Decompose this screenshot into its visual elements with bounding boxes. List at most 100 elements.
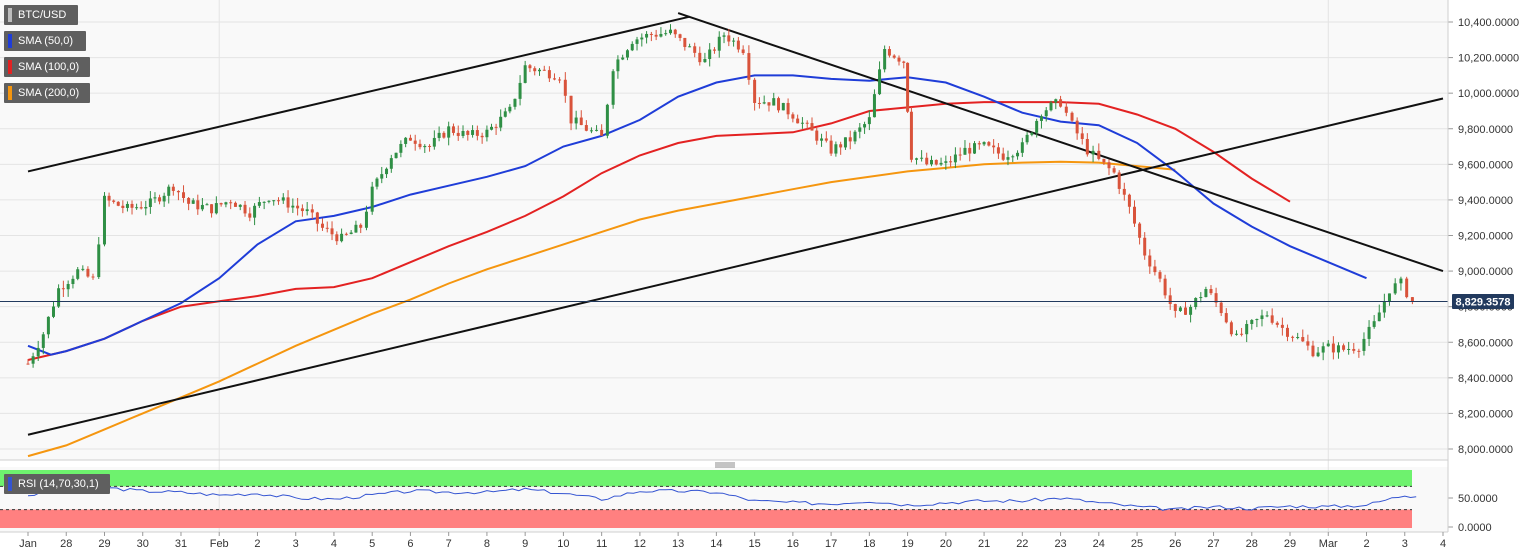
candle-body: [929, 159, 933, 165]
trend-lines: [27, 12, 1444, 436]
candle-body: [987, 142, 991, 146]
candle-body: [1326, 343, 1330, 347]
candle-body: [276, 200, 280, 202]
candle-body: [1039, 116, 1043, 121]
x-tick-label: 7: [446, 538, 452, 550]
candle-body: [1270, 315, 1274, 323]
legend-swatch-rsi: [8, 477, 12, 491]
candle-body: [1240, 333, 1244, 335]
candle-body: [777, 98, 781, 111]
candle-body: [291, 205, 295, 208]
legend-sma-200[interactable]: SMA (200,0): [4, 83, 90, 103]
legend-sma-100[interactable]: SMA (100,0): [4, 57, 90, 77]
candle-body: [640, 37, 644, 40]
candle-body: [408, 137, 412, 141]
candle-body: [1199, 297, 1203, 299]
candle-body: [296, 205, 300, 209]
candle-body: [1025, 134, 1029, 143]
candle-body: [461, 130, 465, 136]
candle-body: [815, 130, 819, 141]
candle-body: [589, 130, 593, 132]
candle-body: [1102, 158, 1106, 163]
candle-body: [41, 334, 45, 348]
trendline: [677, 12, 1444, 273]
candle-body: [1410, 297, 1414, 302]
candle-body: [678, 34, 682, 38]
candle-body: [542, 69, 546, 71]
candle-body: [747, 53, 751, 80]
legend-swatch-sma-50: [8, 34, 12, 48]
x-tick-label: 18: [863, 538, 875, 550]
candle-body: [1321, 346, 1325, 353]
candle-body: [466, 130, 470, 135]
legend-symbol[interactable]: BTC/USD: [4, 5, 78, 25]
candle-body: [187, 198, 191, 204]
candle-body: [1204, 289, 1208, 298]
candle-body: [1367, 326, 1371, 339]
candle-body: [1342, 345, 1346, 350]
candle-body: [1143, 237, 1147, 256]
candle-body: [281, 197, 285, 201]
candle-body: [447, 126, 451, 138]
candle-body: [46, 316, 50, 335]
y-axis: 10,400.0000 10,200.0000 10,000.0000 9,800.0…: [1448, 17, 1519, 456]
candle-body: [257, 202, 261, 206]
candle-body: [320, 223, 324, 228]
y-tick-label: 10,400.0000: [1458, 17, 1519, 29]
candle-body: [1070, 112, 1074, 121]
candle-body: [1173, 304, 1177, 311]
candle-body: [1112, 168, 1116, 173]
candle-body: [494, 126, 498, 128]
candle-body: [112, 200, 116, 202]
candle-body: [611, 71, 615, 105]
candle-body: [722, 35, 726, 37]
y-tick-label: 10,200.0000: [1458, 53, 1519, 65]
candle-body: [906, 62, 910, 112]
candle-body: [91, 276, 95, 278]
x-tick-label: 6: [407, 538, 413, 550]
candle-body: [148, 198, 152, 207]
candle-body: [552, 78, 556, 80]
candle-body: [359, 224, 363, 228]
candle-body: [340, 233, 344, 242]
candle-body: [102, 195, 106, 245]
legend-sma-50[interactable]: SMA (50,0): [4, 31, 86, 51]
x-tick-label: 4: [1440, 538, 1446, 550]
x-tick-label: 31: [175, 538, 187, 550]
candle-body: [1285, 327, 1289, 337]
candle-body: [139, 207, 143, 209]
legend-rsi[interactable]: RSI (14,70,30,1): [4, 474, 110, 494]
candle-body: [805, 122, 809, 124]
candle-body: [121, 205, 125, 208]
candle-body: [1372, 321, 1376, 327]
candle-body: [1117, 172, 1121, 189]
x-tick-label: 25: [1131, 538, 1143, 550]
candle-body: [1016, 152, 1020, 157]
candle-body: [1138, 223, 1142, 238]
x-tick-label: 29: [1284, 538, 1296, 550]
candle-body: [1006, 157, 1010, 160]
candle-body: [229, 202, 233, 204]
candle-body: [1352, 348, 1356, 351]
rsi-tick-label: 0.0000: [1458, 522, 1492, 534]
y-tick-label: 9,600.0000: [1458, 159, 1513, 171]
legend-rsi-label: RSI (14,70,30,1): [18, 478, 99, 490]
candle-body: [1405, 278, 1409, 298]
candle-body: [380, 174, 384, 179]
x-tick-label: 15: [748, 538, 760, 550]
candle-body: [182, 192, 186, 199]
candle-body: [925, 157, 929, 165]
candle-body: [1219, 302, 1223, 314]
candle-body: [824, 138, 828, 141]
candle-body: [1234, 333, 1238, 335]
candle-body: [786, 102, 790, 115]
candle-body: [437, 132, 441, 138]
candle-body: [688, 46, 692, 48]
candle-body: [214, 203, 218, 214]
panel-resize-handle[interactable]: [715, 462, 735, 468]
y-tick-label: 9,200.0000: [1458, 231, 1513, 243]
candle-body: [1296, 337, 1300, 339]
x-tick-label: 16: [787, 538, 799, 550]
candle-body: [499, 116, 503, 128]
